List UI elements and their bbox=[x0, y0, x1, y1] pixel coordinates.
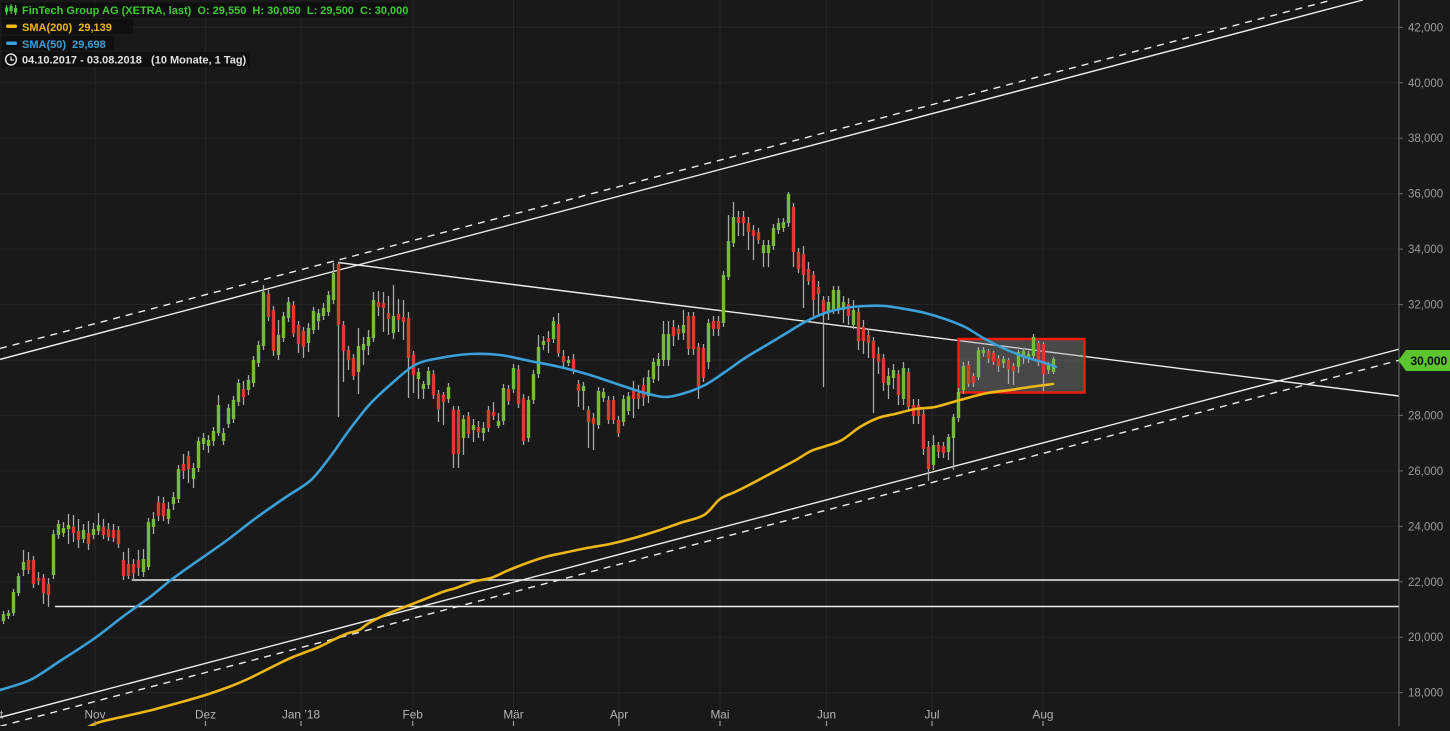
svg-text:20,000: 20,000 bbox=[1408, 632, 1443, 644]
svg-text:22,000: 22,000 bbox=[1408, 577, 1443, 589]
svg-text:18,000: 18,000 bbox=[1408, 688, 1443, 700]
svg-text:34,000: 34,000 bbox=[1408, 244, 1443, 256]
svg-text:FinTech Group AG (XETRA, last): FinTech Group AG (XETRA, last) O: 29,550… bbox=[22, 5, 408, 17]
svg-text:SMA(200) 29,139: SMA(200) 29,139 bbox=[22, 22, 112, 34]
svg-text:Jul: Jul bbox=[924, 708, 939, 722]
svg-text:Mär: Mär bbox=[503, 708, 523, 722]
svg-text:SMA(50) 29,698: SMA(50) 29,698 bbox=[22, 39, 106, 51]
svg-text:Okt: Okt bbox=[0, 708, 4, 722]
svg-text:38,000: 38,000 bbox=[1408, 133, 1443, 145]
svg-text:Dez: Dez bbox=[195, 708, 216, 722]
svg-text:30,000: 30,000 bbox=[1411, 354, 1448, 368]
svg-text:36,000: 36,000 bbox=[1408, 189, 1443, 201]
svg-text:26,000: 26,000 bbox=[1408, 466, 1443, 478]
svg-text:Mai: Mai bbox=[710, 708, 729, 722]
svg-text:04.10.2017 - 03.08.2018 (10: 04.10.2017 - 03.08.2018 (10 Monate, 1 Ta… bbox=[22, 55, 247, 67]
svg-text:Jun: Jun bbox=[817, 708, 836, 722]
svg-text:40,000: 40,000 bbox=[1408, 78, 1443, 90]
svg-text:Nov: Nov bbox=[85, 708, 106, 722]
svg-text:Aug: Aug bbox=[1033, 708, 1054, 722]
svg-text:Jan ’18: Jan ’18 bbox=[282, 708, 320, 722]
svg-text:Feb: Feb bbox=[403, 708, 424, 722]
svg-text:28,000: 28,000 bbox=[1408, 410, 1443, 422]
svg-text:Apr: Apr bbox=[610, 708, 628, 722]
svg-text:32,000: 32,000 bbox=[1408, 300, 1443, 312]
svg-text:24,000: 24,000 bbox=[1408, 521, 1443, 533]
svg-text:42,000: 42,000 bbox=[1408, 22, 1443, 34]
